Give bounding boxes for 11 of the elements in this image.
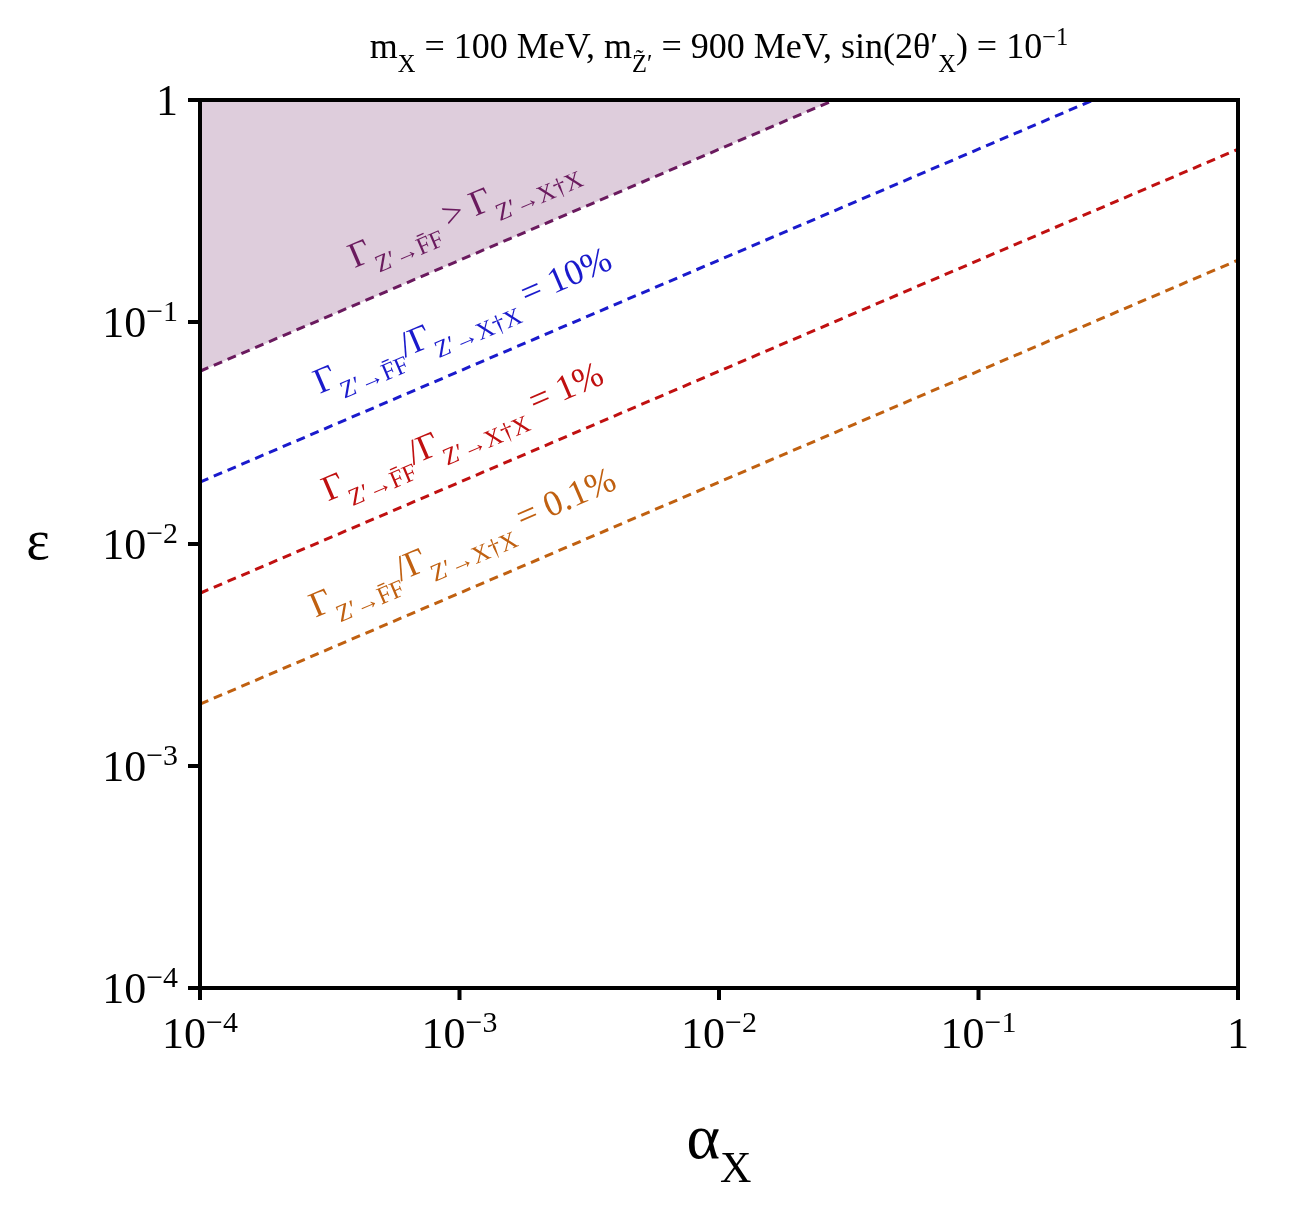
- y-tick-label: 10$^{−1}$: [102, 293, 178, 347]
- y-tick-label: 1: [156, 76, 178, 125]
- x-tick-label: 1: [1227, 1009, 1249, 1058]
- x-tick-label: 10$^{−2}$: [681, 1004, 757, 1058]
- y-tick-label: 10$^{−3}$: [102, 737, 178, 791]
- y-tick-label: 10$^{−2}$: [102, 515, 178, 569]
- y-axis-title: ε: [26, 509, 50, 571]
- x-tick-label: 10$^{−1}$: [940, 1004, 1017, 1058]
- x-tick-label: 10$^{−3}$: [421, 1004, 498, 1058]
- chart-title: m$_{X}$ = 100 MeV, m$_{Z̃′}$ = 900 MeV, sin(2θ′$_{X}$) = 10$^{−1}$: [369, 22, 1069, 77]
- x-axis-title: α$_{X}$: [686, 1101, 752, 1191]
